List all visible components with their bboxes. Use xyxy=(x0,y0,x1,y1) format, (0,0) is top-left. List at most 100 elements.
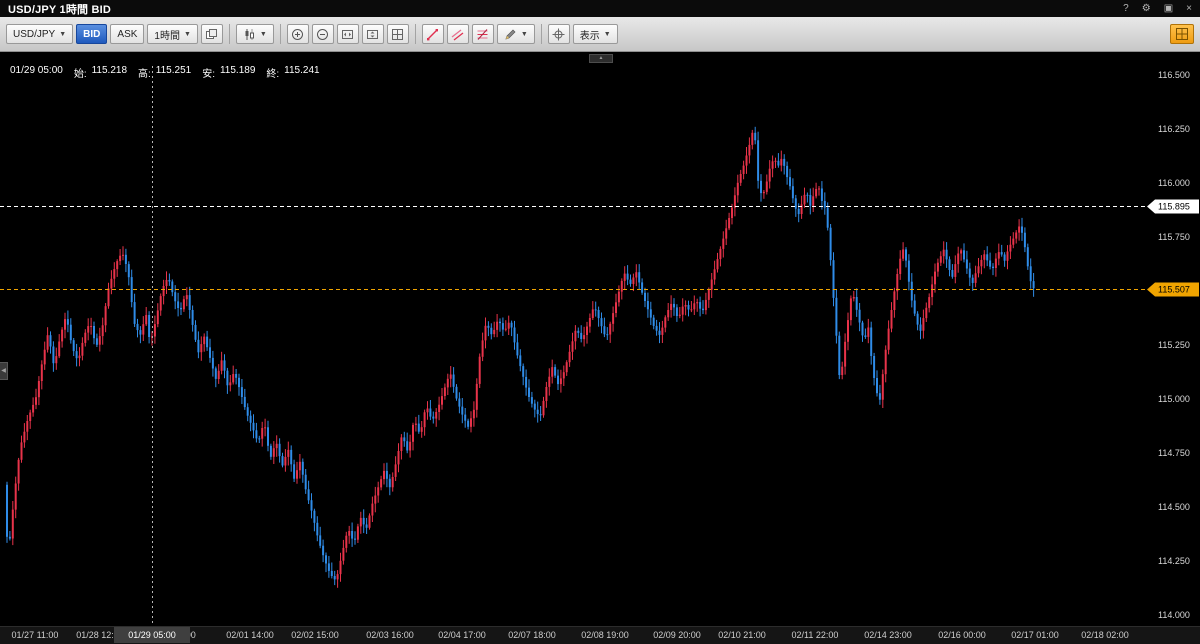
titlebar-icons: ? ⚙ ▣ × xyxy=(1123,0,1192,17)
chevron-down-icon: ▼ xyxy=(183,30,191,38)
close-icon[interactable]: × xyxy=(1186,3,1192,14)
svg-text:01/27 11:00: 01/27 11:00 xyxy=(12,630,59,640)
zoom-in-button[interactable] xyxy=(286,24,309,44)
svg-text:114.250: 114.250 xyxy=(1158,556,1190,566)
toolbar-divider xyxy=(414,24,416,44)
candles xyxy=(6,126,1035,588)
pair-select[interactable]: USD/JPY ▼ xyxy=(6,24,74,44)
crosshair-time-tag: 01/29 05:00 xyxy=(114,627,190,643)
help-icon[interactable]: ? xyxy=(1123,3,1129,14)
collapse-tab[interactable]: ▲ xyxy=(589,54,613,63)
open-value: 115.218 xyxy=(91,65,128,76)
svg-text:02/09 20:00: 02/09 20:00 xyxy=(653,630,701,640)
timeframe-select-value: 1時間 xyxy=(154,30,180,42)
svg-text:02/10 21:00: 02/10 21:00 xyxy=(718,630,766,640)
svg-text:115.250: 115.250 xyxy=(1158,340,1190,350)
price-tag-crosshair: 115.895 xyxy=(1147,199,1199,214)
svg-text:02/11 22:00: 02/11 22:00 xyxy=(792,630,839,640)
svg-text:116.000: 116.000 xyxy=(1158,178,1190,188)
layout-button[interactable] xyxy=(1170,24,1194,44)
candlestick-chart[interactable]: 116.500116.250116.000115.750115.500115.2… xyxy=(0,52,1200,644)
fibonacci-tool-button[interactable] xyxy=(471,24,494,44)
svg-text:02/08 19:00: 02/08 19:00 xyxy=(581,630,629,640)
close-value: 115.241 xyxy=(284,65,320,76)
collapse-arrow-icon: ▲ xyxy=(598,55,604,61)
svg-text:01/28 12:00: 01/28 12:00 xyxy=(76,630,124,640)
info-time: 01/29 05:00 xyxy=(10,65,63,76)
crosshair-icon xyxy=(552,28,565,40)
svg-text:116.500: 116.500 xyxy=(1158,70,1190,80)
chevron-down-icon: ▼ xyxy=(59,30,67,38)
fit-height-button[interactable] xyxy=(361,24,384,44)
svg-text:02/14 23:00: 02/14 23:00 xyxy=(864,630,912,640)
pair-select-value: USD/JPY xyxy=(13,28,56,40)
fit-height-icon xyxy=(367,29,379,39)
toolbar-divider xyxy=(540,24,542,44)
svg-text:02/02 15:00: 02/02 15:00 xyxy=(291,630,339,640)
svg-text:02/04 17:00: 02/04 17:00 xyxy=(438,630,486,640)
fit-width-button[interactable] xyxy=(336,24,359,44)
chevron-down-icon: ▼ xyxy=(259,30,267,38)
svg-text:114.500: 114.500 xyxy=(1158,502,1190,512)
crosshair-toggle-button[interactable] xyxy=(547,24,570,44)
low-value: 115.189 xyxy=(219,65,256,76)
close-label: 終: xyxy=(266,69,280,80)
pane-handle[interactable]: ◀ xyxy=(0,362,8,380)
svg-text:02/16 00:00: 02/16 00:00 xyxy=(938,630,986,640)
svg-text:115.507: 115.507 xyxy=(1158,285,1190,295)
price-tag-current-price: 115.507 xyxy=(1147,282,1199,297)
open-label: 始: xyxy=(73,69,87,80)
titlebar: USD/JPY 1時間 BID ? ⚙ ▣ × xyxy=(0,0,1200,17)
toolbar-divider xyxy=(279,24,281,44)
gear-icon[interactable]: ⚙ xyxy=(1141,3,1151,14)
window-title: USD/JPY 1時間 BID xyxy=(8,3,112,16)
svg-text:02/17 01:00: 02/17 01:00 xyxy=(1011,630,1059,640)
window-icon[interactable]: ▣ xyxy=(1163,3,1174,14)
svg-text:01/29 05:00: 01/29 05:00 xyxy=(128,630,176,640)
svg-text:114.000: 114.000 xyxy=(1158,610,1190,620)
chart-toolbar: USD/JPY ▼ BID ASK 1時間 ▼ ▼ xyxy=(0,17,1200,52)
trendline-icon xyxy=(427,28,439,40)
timeframe-select[interactable]: 1時間 ▼ xyxy=(147,24,198,44)
fibonacci-icon xyxy=(477,28,488,40)
zoom-in-icon xyxy=(292,28,304,40)
grid-icon xyxy=(392,28,404,40)
svg-text:02/01 14:00: 02/01 14:00 xyxy=(226,630,274,640)
svg-text:02/03 16:00: 02/03 16:00 xyxy=(366,630,414,640)
handle-arrow-icon: ◀ xyxy=(1,368,6,374)
compare-button[interactable] xyxy=(200,24,223,44)
low-label: 安: xyxy=(202,69,215,80)
svg-text:116.250: 116.250 xyxy=(1158,124,1190,134)
bid-button[interactable]: BID xyxy=(76,24,108,44)
channel-icon xyxy=(451,28,464,41)
svg-text:02/18 02:00: 02/18 02:00 xyxy=(1081,630,1129,640)
svg-text:115.000: 115.000 xyxy=(1158,394,1190,404)
panel-layout-icon xyxy=(1176,28,1188,40)
draw-tool-select[interactable]: ▼ xyxy=(496,24,535,44)
candlestick-chart-icon xyxy=(245,28,254,40)
copy-icon xyxy=(206,28,218,39)
svg-text:114.750: 114.750 xyxy=(1158,448,1190,458)
display-menu-button[interactable]: 表示 ▼ xyxy=(572,24,618,44)
svg-text:115.895: 115.895 xyxy=(1158,202,1190,212)
fit-width-icon xyxy=(342,29,354,39)
high-label: 高: xyxy=(138,69,151,80)
svg-text:02/07 18:00: 02/07 18:00 xyxy=(508,630,556,640)
zoom-out-button[interactable] xyxy=(311,24,334,44)
high-value: 115.251 xyxy=(155,65,192,76)
pencil-icon xyxy=(505,29,516,40)
zoom-out-icon xyxy=(317,28,329,40)
x-axis-bar xyxy=(0,626,1200,644)
trendline-tool-button[interactable] xyxy=(421,24,444,44)
svg-text:115.750: 115.750 xyxy=(1158,232,1190,242)
ohlc-info-bar: 01/29 05:00 始: 115.218 高: 115.251 安: 115… xyxy=(10,65,320,80)
grid-button[interactable] xyxy=(386,24,409,44)
channel-tool-button[interactable] xyxy=(446,24,469,44)
toolbar-divider xyxy=(228,24,230,44)
chart-background xyxy=(0,52,1200,644)
chevron-down-icon: ▼ xyxy=(603,30,611,38)
chart-type-select[interactable]: ▼ xyxy=(235,24,274,44)
chevron-down-icon: ▼ xyxy=(520,30,528,38)
ask-button[interactable]: ASK xyxy=(110,24,145,44)
